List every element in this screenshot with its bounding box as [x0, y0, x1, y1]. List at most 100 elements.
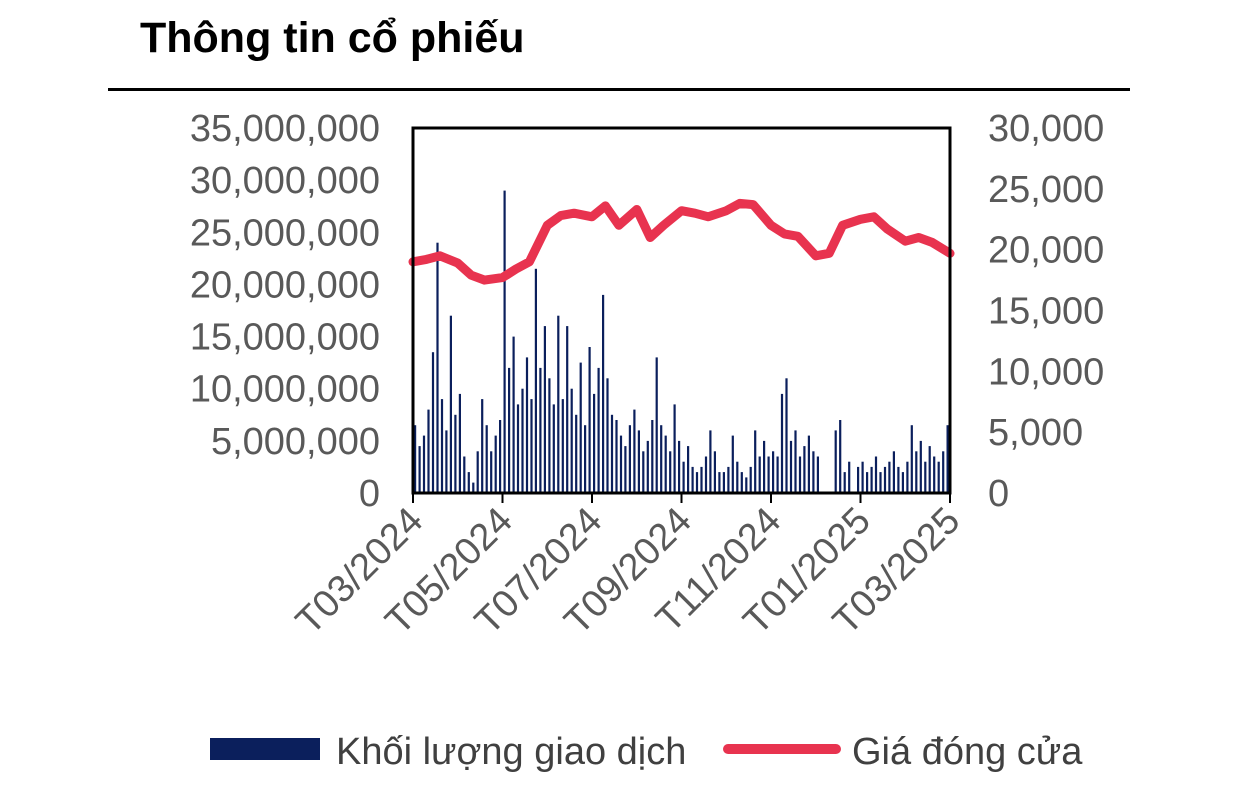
- volume-bar: [588, 347, 591, 493]
- title-divider: [108, 88, 1130, 91]
- volume-bar: [476, 451, 479, 493]
- volume-bar: [682, 461, 685, 493]
- volume-bar: [499, 420, 502, 493]
- y-right-tick-label: 15,000: [988, 291, 1104, 333]
- volume-bar: [937, 461, 940, 493]
- volume-bar: [449, 315, 452, 493]
- volume-bar: [597, 367, 600, 493]
- volume-bar: [584, 425, 587, 493]
- volume-bar: [664, 435, 667, 493]
- volume-bar: [812, 451, 815, 493]
- volume-bar: [691, 466, 694, 493]
- volume-bar: [508, 367, 511, 493]
- volume-bar: [418, 446, 421, 493]
- volume-bar: [776, 456, 779, 493]
- volume-bar: [561, 399, 564, 493]
- volume-bar: [718, 472, 721, 493]
- volume-bar: [700, 466, 703, 493]
- volume-bar: [857, 466, 860, 493]
- volume-bar: [915, 451, 918, 493]
- volume-bar: [548, 378, 551, 493]
- y-right-tick-label: 0: [988, 473, 1009, 515]
- volume-bar: [901, 472, 904, 493]
- y-right-tick-label: 30,000: [988, 108, 1104, 150]
- volume-bar: [427, 409, 430, 493]
- volume-bar: [463, 456, 466, 493]
- y-left-tick-label: 35,000,000: [190, 108, 380, 150]
- volume-bar: [794, 430, 797, 493]
- volume-bar: [754, 430, 757, 493]
- volume-bar: [727, 466, 730, 493]
- volume-bar: [946, 425, 949, 493]
- y-left-tick-label: 25,000,000: [190, 212, 380, 254]
- volume-bar: [552, 404, 555, 493]
- y-left-tick-label: 30,000,000: [190, 160, 380, 202]
- volume-bar: [883, 466, 887, 493]
- volume-bar: [848, 461, 851, 493]
- volume-bar: [906, 461, 909, 493]
- y-left-tick-label: 0: [359, 473, 380, 515]
- volume-bar: [458, 393, 461, 493]
- volume-bar: [669, 451, 672, 493]
- volume-bar: [628, 425, 631, 493]
- volume-bar: [610, 414, 614, 493]
- page-title: Thông tin cổ phiếu: [140, 14, 525, 62]
- volume-bar: [490, 451, 493, 493]
- volume-bar: [807, 435, 810, 493]
- volume-bar: [695, 472, 699, 493]
- volume-bar: [874, 456, 878, 493]
- volume-bar: [624, 446, 627, 493]
- volume-bar: [687, 446, 690, 493]
- volume-bar: [785, 378, 788, 493]
- volume-bar: [870, 466, 873, 493]
- volume-bar: [897, 466, 900, 493]
- volume-bar: [494, 435, 497, 493]
- y-right-tick-label: 25,000: [988, 169, 1104, 211]
- y-right-tick-label: 10,000: [988, 351, 1104, 393]
- volume-bar: [557, 315, 560, 493]
- volume-bar: [749, 466, 752, 493]
- volume-bar: [834, 430, 837, 493]
- volume-bar: [740, 472, 743, 493]
- volume-bar: [704, 456, 708, 493]
- volume-bar: [866, 472, 869, 493]
- volume-bar: [543, 326, 546, 493]
- volume-bar: [602, 294, 605, 493]
- volume-bar: [454, 414, 457, 493]
- y-left-tick-label: 10,000,000: [190, 369, 380, 411]
- volume-bar: [516, 404, 520, 493]
- axis-ticks: 35,000,000 30,000,000 25,000,000 20,000,000…: [190, 108, 1104, 643]
- volume-bar: [888, 461, 891, 493]
- volume-bar: [651, 420, 654, 493]
- volume-bar: [861, 461, 864, 493]
- volume-bar: [431, 352, 435, 493]
- volume-bar: [512, 336, 515, 493]
- volume-bar: [933, 456, 936, 493]
- volume-bar: [606, 378, 609, 493]
- volume-bar: [772, 451, 775, 493]
- volume-bar: [534, 268, 537, 493]
- volume-bar: [745, 477, 748, 493]
- volume-bar: [736, 461, 739, 493]
- volume-bar: [803, 446, 806, 493]
- volume-bar: [731, 435, 734, 493]
- volume-bar: [539, 367, 542, 493]
- y-left-tick-label: 20,000,000: [190, 264, 380, 306]
- volume-bar: [919, 440, 922, 493]
- volume-bar: [910, 425, 913, 493]
- volume-bar: [646, 440, 649, 493]
- volume-bar: [445, 430, 448, 493]
- volume-bar: [928, 446, 931, 493]
- volume-bar: [879, 472, 882, 493]
- volume-bar: [709, 430, 712, 493]
- volume-bar: [660, 425, 663, 493]
- volume-bar: [673, 404, 676, 493]
- volume-bar: [816, 456, 819, 493]
- volume-bar: [436, 242, 439, 493]
- volume-bar: [481, 399, 484, 493]
- volume-bars: [414, 190, 949, 493]
- volume-bar: [924, 461, 927, 493]
- volume-bar: [892, 451, 895, 493]
- volume-bar: [758, 456, 761, 493]
- volume-bar: [619, 435, 623, 493]
